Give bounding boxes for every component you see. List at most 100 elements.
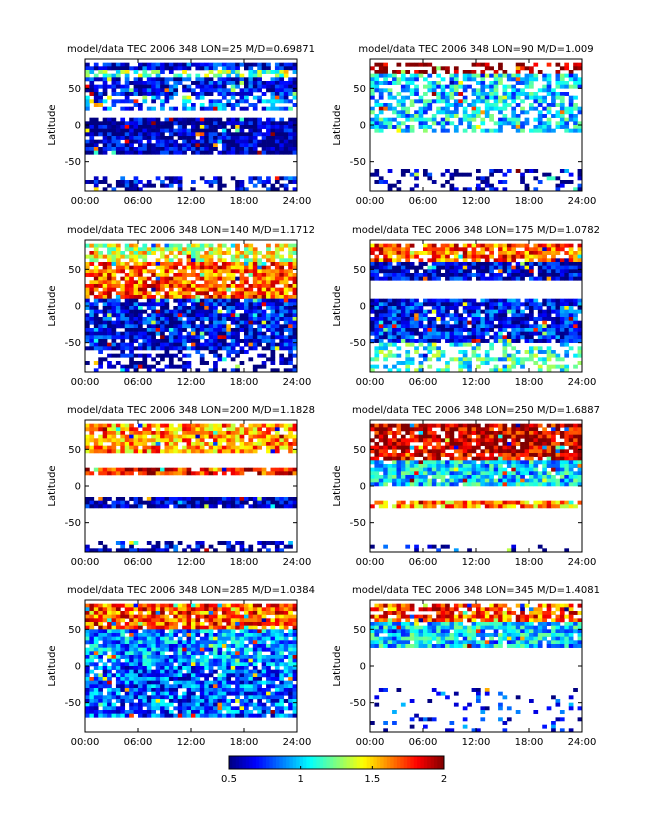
heatmap-cell — [165, 324, 170, 328]
heatmap-cell — [200, 266, 205, 270]
heatmap-cell — [556, 125, 561, 129]
heatmap-cell — [94, 302, 99, 306]
heatmap-cell — [182, 449, 187, 453]
heatmap-cell — [112, 99, 117, 103]
heatmap-cell — [436, 350, 441, 354]
heatmap-cell — [266, 346, 271, 350]
heatmap-cell — [520, 81, 525, 85]
heatmap-cell — [271, 442, 276, 446]
heatmap-cell — [231, 350, 236, 354]
heatmap-cell — [182, 365, 187, 369]
heatmap-cell — [125, 244, 130, 248]
heatmap-cell — [231, 332, 236, 336]
heatmap-cell — [182, 99, 187, 103]
heatmap-cell — [204, 92, 209, 96]
heatmap-cell — [262, 288, 267, 292]
heatmap-cell — [494, 357, 499, 361]
heatmap-cell — [138, 273, 143, 277]
heatmap-cell — [257, 431, 262, 435]
heatmap-cell — [279, 96, 284, 100]
heatmap-cell — [218, 435, 223, 439]
heatmap-cell — [463, 328, 468, 332]
heatmap-cell — [288, 99, 293, 103]
heatmap-cell — [187, 118, 192, 122]
heatmap-cell — [142, 321, 147, 325]
heatmap-cell — [169, 361, 174, 365]
heatmap-cell — [436, 251, 441, 255]
heatmap-cell — [516, 121, 521, 125]
heatmap-cell — [560, 321, 565, 325]
heatmap-cell — [240, 136, 245, 140]
heatmap-cell — [125, 468, 130, 472]
heatmap-cell — [511, 255, 516, 259]
heatmap-cell — [226, 288, 231, 292]
heatmap-cell — [160, 346, 165, 350]
heatmap-cell — [445, 269, 450, 273]
heatmap-cell — [463, 77, 468, 81]
heatmap-cell — [182, 324, 187, 328]
heatmap-cell — [125, 255, 130, 259]
heatmap-cell — [112, 77, 117, 81]
heatmap-cell — [401, 269, 406, 273]
heatmap-cell — [169, 136, 174, 140]
heatmap-cell — [551, 350, 556, 354]
heatmap-cell — [279, 306, 284, 310]
heatmap-cell — [538, 350, 543, 354]
heatmap-cell — [485, 103, 490, 107]
heatmap-cell — [120, 310, 125, 314]
heatmap-cell — [107, 288, 112, 292]
heatmap-cell — [169, 107, 174, 111]
heatmap-cell — [240, 269, 245, 273]
heatmap-cell — [187, 424, 192, 428]
heatmap-cell — [200, 81, 205, 85]
heatmap-cell — [182, 151, 187, 155]
heatmap-cell — [485, 258, 490, 262]
heatmap-cell — [516, 427, 521, 431]
heatmap-cell — [414, 306, 419, 310]
heatmap-cell — [165, 255, 170, 259]
heatmap-cell — [89, 427, 94, 431]
heatmap-cell — [151, 269, 156, 273]
heatmap-cell — [147, 317, 152, 321]
heatmap-cell — [103, 299, 108, 303]
heatmap-cell — [450, 247, 455, 251]
heatmap-cell — [257, 306, 262, 310]
heatmap-cell — [209, 471, 214, 475]
heatmap-cell — [275, 107, 280, 111]
heatmap-cell — [463, 302, 468, 306]
heatmap-cell — [98, 501, 103, 505]
heatmap-cell — [388, 107, 393, 111]
heatmap-cell — [107, 118, 112, 122]
heatmap-cell — [405, 262, 410, 266]
heatmap-cell — [222, 317, 227, 321]
heatmap-cell — [480, 427, 485, 431]
heatmap-cell — [374, 273, 379, 277]
heatmap-cell — [450, 173, 455, 177]
heatmap-cell — [279, 361, 284, 365]
heatmap-cell — [200, 88, 205, 92]
heatmap-cell — [538, 424, 543, 428]
heatmap-cell — [187, 313, 192, 317]
heatmap-cell — [379, 96, 384, 100]
heatmap-cell — [89, 438, 94, 442]
heatmap-cell — [209, 346, 214, 350]
heatmap-cell — [511, 354, 516, 358]
heatmap-cell — [432, 66, 437, 70]
heatmap-cell — [383, 302, 388, 306]
heatmap-cell — [235, 504, 240, 508]
heatmap-cell — [507, 74, 512, 78]
heatmap-cell — [445, 110, 450, 114]
heatmap-cell — [222, 302, 227, 306]
heatmap-cell — [573, 121, 578, 125]
heatmap-cell — [116, 504, 121, 508]
heatmap-cell — [410, 361, 415, 365]
heatmap-cell — [160, 266, 165, 270]
heatmap-cell — [262, 317, 267, 321]
heatmap-cell — [200, 328, 205, 332]
heatmap-cell — [231, 295, 236, 299]
heatmap-cell — [156, 74, 161, 78]
heatmap-cell — [370, 306, 375, 310]
heatmap-cell — [257, 339, 262, 343]
heatmap-cell — [414, 63, 419, 67]
heatmap-cell — [116, 247, 121, 251]
